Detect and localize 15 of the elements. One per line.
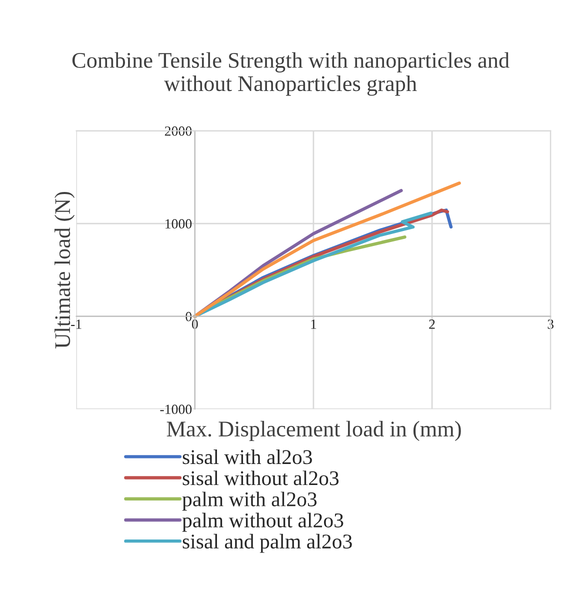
line-series (193, 182, 461, 318)
legend-label: sisal and palm al2o3 (182, 534, 352, 553)
y-tick-label: 2000 (164, 126, 192, 136)
x-tick-label: 2 (429, 320, 435, 329)
y-tick-label: -1000 (160, 404, 192, 414)
legend-label: sisal with al2o3 (182, 450, 312, 464)
x-tick-label: 1 (311, 320, 316, 329)
x-axis-title: Max. Displacement load in (mm) (166, 420, 461, 442)
legend-label: palm without al2o3 (182, 512, 344, 532)
legend-label: palm with al2o3 (182, 492, 317, 511)
chart-title: Combine Tensile Strength with nanoparticles and without Nanoparticles graph (72, 52, 510, 96)
x-tick-label: -1 (71, 320, 82, 329)
legend-label: sisal without al2o3 (182, 470, 339, 486)
y-tick-label: 1000 (166, 219, 192, 229)
x-tick-label: 0 (192, 320, 198, 329)
